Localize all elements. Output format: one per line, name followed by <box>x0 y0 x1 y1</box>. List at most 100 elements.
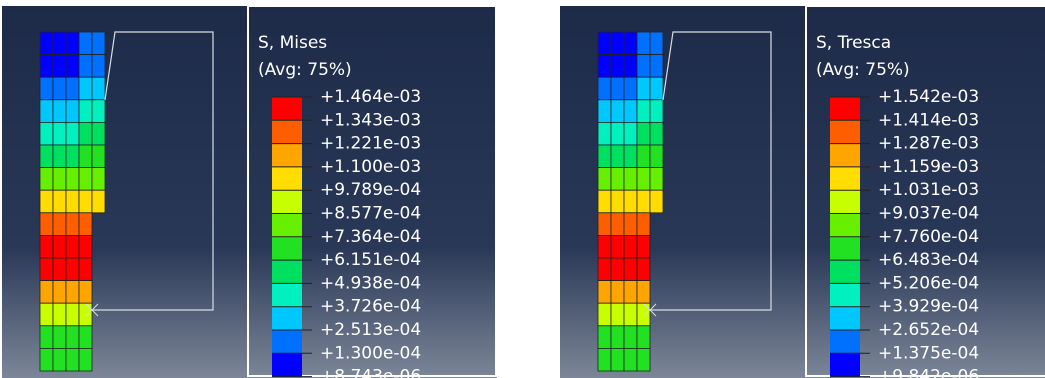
legend-subtitle: (Avg: 75%) <box>258 60 352 80</box>
mesh-cell <box>79 55 92 78</box>
mesh-cell <box>66 213 79 236</box>
mesh-cell <box>611 77 624 100</box>
mesh-cell <box>79 32 92 55</box>
mesh-cell <box>92 32 105 55</box>
mesh-cell <box>598 258 611 281</box>
legend-label: +1.287e-03 <box>878 134 979 154</box>
legend-subtitle: (Avg: 75%) <box>816 60 910 80</box>
mesh-cell <box>66 145 79 168</box>
mesh-cell <box>79 100 92 123</box>
mesh-cell <box>650 168 663 191</box>
mesh-cell <box>53 122 66 145</box>
mesh-cell <box>611 213 624 236</box>
mesh-cell <box>598 190 611 213</box>
mesh-cell <box>598 145 611 168</box>
mesh-cell <box>79 213 92 236</box>
mesh-cell <box>650 32 663 55</box>
mesh-cell <box>598 213 611 236</box>
mesh-cell <box>40 303 53 326</box>
mesh-cell <box>40 348 53 371</box>
legend-label: +1.375e-04 <box>878 343 979 363</box>
mesh-cell <box>650 190 663 213</box>
mesh-cell <box>650 55 663 78</box>
mesh-cell <box>79 326 92 349</box>
legend-band <box>272 144 302 167</box>
legend-label: +5.206e-04 <box>878 273 979 293</box>
legend-band <box>830 307 860 330</box>
mesh-cell <box>92 122 105 145</box>
mesh-cell <box>611 122 624 145</box>
mesh-cell <box>40 235 53 258</box>
mesh-cell <box>40 122 53 145</box>
mesh-cell <box>637 348 650 371</box>
legend-label: +1.300e-04 <box>320 343 421 363</box>
mesh-cell <box>637 281 650 304</box>
mesh-cell <box>611 190 624 213</box>
legend-band <box>830 214 860 237</box>
mesh-cell <box>53 235 66 258</box>
mesh-cell <box>66 122 79 145</box>
mesh-cell <box>637 213 650 236</box>
legend-band <box>272 237 302 260</box>
legend-label: +1.221e-03 <box>320 134 421 154</box>
mesh-cell <box>624 100 637 123</box>
mesh-cell <box>92 100 105 123</box>
legend-label: +3.929e-04 <box>878 297 979 317</box>
mesh-cell <box>611 32 624 55</box>
mesh-cell <box>611 55 624 78</box>
mesh-cell <box>598 348 611 371</box>
mesh-cell <box>66 77 79 100</box>
mesh-cell <box>66 168 79 191</box>
legend-band <box>272 330 302 353</box>
mesh-cell <box>637 258 650 281</box>
mesh-cell <box>624 55 637 78</box>
mesh-cell <box>598 168 611 191</box>
mesh-cell <box>53 190 66 213</box>
mesh-cell <box>79 235 92 258</box>
mesh-cell <box>40 77 53 100</box>
mesh-cell <box>598 77 611 100</box>
mesh-cell <box>40 258 53 281</box>
mesh-cell <box>92 55 105 78</box>
mesh-cell <box>637 168 650 191</box>
mesh-cell <box>66 100 79 123</box>
mesh-cell <box>40 100 53 123</box>
legend-label: +1.100e-03 <box>320 157 421 177</box>
legend-label: +1.159e-03 <box>878 157 979 177</box>
legend-label: +2.513e-04 <box>320 320 421 340</box>
mesh-cell <box>598 32 611 55</box>
mesh-cell <box>598 303 611 326</box>
mesh-cell <box>92 145 105 168</box>
mesh-cell <box>79 168 92 191</box>
mesh-cell <box>611 348 624 371</box>
mesh-cell <box>624 145 637 168</box>
mesh-cell <box>79 190 92 213</box>
mesh-cell <box>624 213 637 236</box>
legend-label: +1.542e-03 <box>878 87 979 107</box>
mesh-cell <box>92 168 105 191</box>
legend-band <box>272 97 302 120</box>
mesh-cell <box>598 326 611 349</box>
legend-label: +6.483e-04 <box>878 250 979 270</box>
mesh-cell <box>650 77 663 100</box>
mesh-cell <box>624 168 637 191</box>
mesh-cell <box>53 77 66 100</box>
mesh-cell <box>611 303 624 326</box>
legend-band <box>830 190 860 213</box>
mesh-cell <box>611 145 624 168</box>
mesh-cell <box>92 77 105 100</box>
mesh-cell <box>66 326 79 349</box>
mesh-cell <box>611 100 624 123</box>
legend-label: +7.760e-04 <box>878 227 979 247</box>
mesh-cell <box>637 235 650 258</box>
legend-label: +3.726e-04 <box>320 297 421 317</box>
legend-band <box>830 97 860 120</box>
mesh-cell <box>624 303 637 326</box>
mesh-cell <box>66 348 79 371</box>
mesh-cell <box>611 281 624 304</box>
legend-band <box>830 283 860 306</box>
mesh-cell <box>624 122 637 145</box>
mesh-cell <box>611 258 624 281</box>
legend-label: +9.842e-06 <box>878 367 979 378</box>
mesh-cell <box>79 258 92 281</box>
